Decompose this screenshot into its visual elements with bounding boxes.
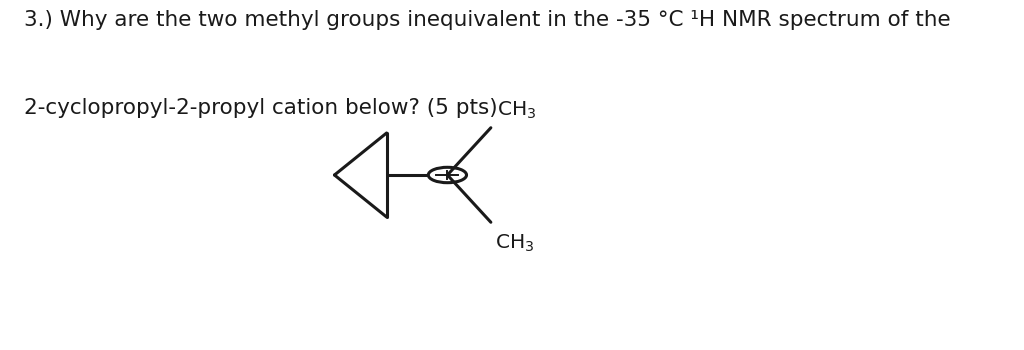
Text: CH$_3$: CH$_3$: [496, 233, 535, 254]
Text: CH$_3$: CH$_3$: [497, 100, 537, 121]
Text: 2-cyclopropyl-2-propyl cation below? (5 pts): 2-cyclopropyl-2-propyl cation below? (5 …: [25, 98, 498, 118]
Text: 3.) Why are the two methyl groups inequivalent in the -35 °C ¹H NMR spectrum of : 3.) Why are the two methyl groups inequi…: [25, 10, 951, 30]
